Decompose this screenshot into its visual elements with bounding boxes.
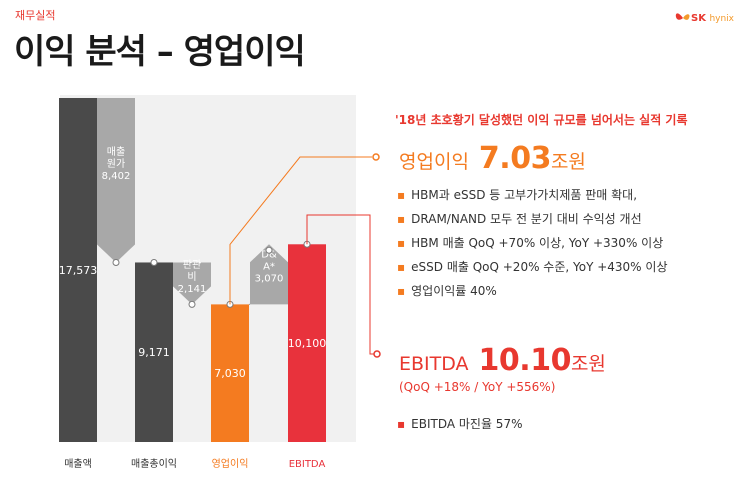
ebitda-label: EBITDA [399,353,469,375]
bullet-item: HBM과 eSSD 등 고부가가치제품 판매 확대, [397,183,667,207]
bullet-item: DRAM/NAND 모두 전 분기 대비 수익성 개선 [397,207,667,231]
step-value: 3,070 [255,274,284,285]
ebitda-value: 10.10 [478,343,572,378]
ebitda-bullets: EBITDA 마진율 57% [397,412,522,436]
connector-dot [188,300,196,308]
bar [59,98,97,442]
operating-profit-bullets: HBM과 eSSD 등 고부가가치제품 판매 확대, DRAM/NAND 모두 … [397,183,667,303]
ebitda-growth: (QoQ +18% / YoY +556%) [399,380,556,394]
connector-dot [112,258,120,266]
operating-profit-kpi: 영업이익 7.03조원 [399,141,586,176]
step-shape [250,244,288,305]
step-label: 매출 [107,146,125,158]
bullet-item: HBM 매출 QoQ +70% 이상, YoY +330% 이상 [397,231,667,255]
step-label: 판관 [183,259,201,271]
step-value: 8,402 [102,171,131,182]
operating-profit-label: 영업이익 [399,151,469,173]
sk-hynix-logo: SK hynix [674,9,738,29]
butterfly-icon [675,13,690,20]
category-label: 영업이익 [212,457,249,470]
page-title: 이익 분석 – 영업이익 [14,32,306,72]
step-label: 원가 [107,158,125,170]
section-label: 재무실적 [15,9,56,22]
bar [135,262,173,442]
operating-profit-value: 7.03 [478,141,552,176]
callout-line-operating-profit [229,156,372,305]
bar-value-label: 9,171 [138,346,170,359]
category-label: EBITDA [289,459,326,470]
ebitda-unit: 조원 [570,353,606,375]
bar-value-label: 7,030 [214,367,246,380]
bar [211,304,249,442]
step-shape [97,98,135,263]
connector-dot [265,246,273,254]
operating-profit-unit: 조원 [550,151,586,173]
connector-dot [150,258,158,266]
step-label: A* [263,262,275,273]
step-label: 비 [187,271,196,283]
category-label: 매출액 [64,458,92,470]
callout-line-ebitda [306,214,374,355]
bar-value-label: 10,100 [288,337,327,350]
bullet-item: eSSD 매출 QoQ +20% 수준, YoY +430% 이상 [397,255,667,279]
bullet-item: EBITDA 마진율 57% [397,412,522,436]
step-shape [173,262,211,305]
callout-dot [372,153,380,161]
step-value: 2,141 [178,284,207,295]
logo-text: SK hynix [691,13,734,24]
callout-dot [373,350,381,358]
ebitda-kpi: EBITDA 10.10조원 [399,343,606,378]
bar-value-label: 17,573 [59,264,98,277]
bullet-item: 영업이익률 40% [397,279,667,303]
bar [288,244,326,442]
headline: '18년 초호황기 달성했던 이익 규모를 넘어서는 실적 기록 [395,113,688,127]
step-label: D& [261,250,277,261]
category-label: 매출총이익 [131,458,177,470]
